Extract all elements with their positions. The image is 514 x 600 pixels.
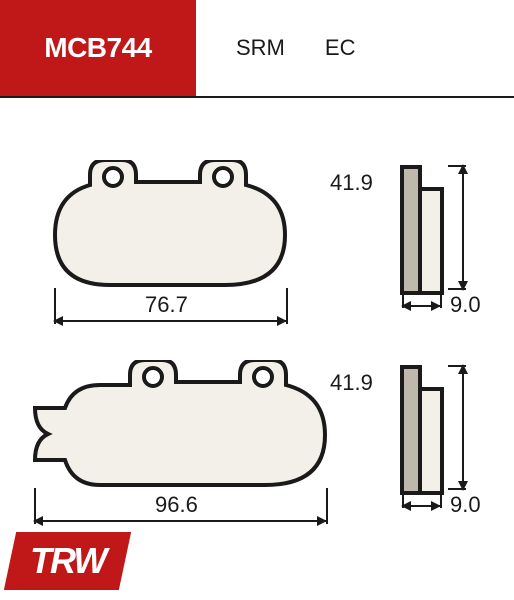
header-divider [0, 96, 514, 98]
ext-line [54, 288, 56, 324]
part-number: MCB744 [44, 32, 151, 64]
backing-plate [402, 167, 420, 293]
dim-line-h [402, 305, 440, 307]
header-bar: MCB744 SRM EC [0, 0, 514, 96]
ext-line [286, 288, 288, 324]
top-pad-side [400, 165, 450, 300]
mounting-hole [104, 168, 122, 186]
variant-2: EC [325, 35, 356, 61]
dim-top-width: 76.7 [145, 292, 188, 318]
top-pad-front [50, 160, 290, 295]
friction-material [420, 189, 442, 293]
dim-bot-thickness: 9.0 [450, 492, 481, 518]
bottom-pad-front [30, 360, 330, 495]
dim-top-height: 41.9 [330, 170, 373, 196]
mounting-hole [254, 368, 272, 386]
dim-bot-width: 96.6 [155, 492, 198, 518]
brand-logo-text: TRW [30, 540, 105, 582]
ext-line [448, 288, 466, 290]
dim-line-h [402, 505, 440, 507]
ext-line [448, 488, 466, 490]
variant-1: SRM [236, 35, 285, 61]
ext-line [448, 365, 466, 367]
top-pad-shape [50, 160, 290, 290]
ext-line [402, 290, 404, 308]
bottom-pad-shape [30, 360, 330, 490]
ext-line [34, 488, 36, 524]
ext-line [402, 490, 404, 508]
dim-line-h [34, 520, 326, 522]
backing-plate [402, 367, 420, 493]
brand-logo: TRW [4, 532, 131, 590]
dim-top-thickness: 9.0 [450, 292, 481, 318]
mounting-hole [144, 368, 162, 386]
ext-line [440, 490, 442, 508]
ext-line [440, 290, 442, 308]
pad-outline [55, 160, 285, 285]
friction-material [420, 389, 442, 493]
technical-drawing: 41.9 9.0 76.7 41.9 9.0 96.6 [30, 130, 484, 550]
ext-line [326, 488, 328, 524]
mounting-hole [214, 168, 232, 186]
bottom-pad-side [400, 365, 450, 500]
variant-labels: SRM EC [196, 0, 514, 96]
part-number-badge: MCB744 [0, 0, 196, 96]
pad-outline [35, 360, 325, 485]
ext-line [448, 165, 466, 167]
dim-bot-height: 41.9 [330, 370, 373, 396]
dim-line-h [54, 320, 286, 322]
dim-line-v [462, 165, 464, 290]
dim-line-v [462, 365, 464, 490]
